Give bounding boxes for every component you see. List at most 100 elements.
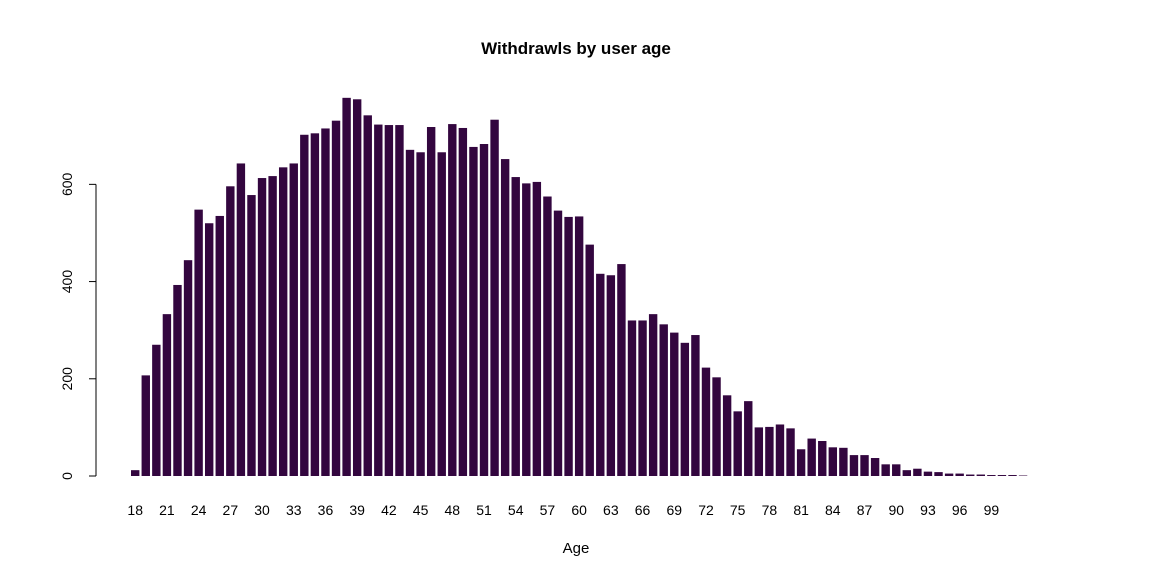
x-tick-label-81: 81 [793, 502, 809, 518]
bar-age-77 [754, 427, 764, 476]
bar-age-93 [923, 471, 933, 476]
bar-age-49 [458, 127, 468, 476]
bar-age-84 [828, 447, 838, 476]
bar-age-73 [712, 377, 721, 476]
bar-age-29 [247, 195, 256, 477]
x-tick-label-21: 21 [159, 502, 175, 518]
y-tick-label-600: 600 [59, 172, 75, 196]
x-tick-label-24: 24 [191, 502, 207, 518]
bar-age-90 [892, 464, 901, 476]
x-tick-label-78: 78 [762, 502, 778, 518]
bar-age-64 [617, 264, 626, 476]
x-tick-label-72: 72 [698, 502, 714, 518]
x-tick-label-84: 84 [825, 502, 841, 518]
bar-age-18 [131, 470, 140, 476]
bar-age-54 [511, 177, 520, 476]
bar-age-67 [648, 314, 658, 476]
bar-age-27 [226, 186, 235, 477]
bar-age-52 [490, 119, 499, 477]
bar-age-97 [966, 474, 975, 476]
bar-age-31 [268, 176, 277, 476]
bar-age-48 [448, 124, 457, 476]
bar-age-75 [733, 411, 742, 476]
bar-age-61 [585, 244, 594, 476]
bar-age-26 [215, 215, 224, 476]
x-tick-label-93: 93 [920, 502, 936, 518]
x-tick-label-96: 96 [952, 502, 968, 518]
bar-age-55 [522, 183, 531, 476]
bar-age-63 [606, 275, 616, 476]
y-tick-label-400: 400 [59, 270, 75, 294]
bar-age-44 [405, 149, 415, 476]
x-tick-label-51: 51 [476, 502, 492, 518]
chart-title: Withdrawls by user age [481, 39, 671, 58]
bar-age-69 [670, 332, 679, 476]
bar-age-83 [818, 441, 827, 476]
y-axis: 0 200 400 600 [59, 172, 97, 480]
x-tick-label-75: 75 [730, 502, 746, 518]
x-tick-label-57: 57 [540, 502, 556, 518]
bar-age-25 [204, 223, 214, 476]
x-axis-tick-labels: 18 21 24 27 30 33 36 39 42 45 48 51 54 57 60 63 66 69 72 75… [127, 502, 999, 518]
bar-age-43 [395, 125, 404, 477]
x-tick-label-90: 90 [888, 502, 904, 518]
bar-age-20 [152, 344, 161, 476]
x-tick-label-66: 66 [635, 502, 651, 518]
bar-age-60 [574, 216, 584, 476]
bar-age-92 [913, 468, 922, 476]
bar-age-79 [775, 424, 785, 476]
bar-age-59 [564, 216, 573, 477]
bar-age-51 [479, 144, 489, 476]
bar-age-72 [701, 367, 711, 476]
bar-age-34 [300, 134, 309, 476]
y-tick-label-0: 0 [59, 472, 75, 480]
bar-age-76 [744, 401, 753, 476]
x-tick-label-18: 18 [127, 502, 143, 518]
x-tick-label-39: 39 [349, 502, 365, 518]
x-tick-label-63: 63 [603, 502, 619, 518]
bar-age-68 [659, 324, 668, 476]
bar-age-94 [934, 472, 943, 476]
x-tick-label-30: 30 [254, 502, 270, 518]
bar-age-39 [352, 99, 362, 476]
x-tick-label-45: 45 [413, 502, 429, 518]
bar-age-58 [553, 210, 563, 476]
bar-age-74 [722, 395, 732, 476]
bar-age-98 [976, 474, 985, 476]
bar-age-87 [860, 455, 869, 476]
bar-age-42 [384, 125, 394, 477]
bar-age-22 [173, 284, 182, 476]
bar-age-28 [236, 163, 246, 476]
bar-age-65 [627, 320, 637, 476]
x-tick-label-42: 42 [381, 502, 397, 518]
bar-age-99 [987, 475, 996, 476]
x-tick-label-48: 48 [445, 502, 461, 518]
bar-age-70 [680, 342, 690, 476]
bar-age-91 [902, 470, 912, 476]
bar-age-82 [807, 438, 816, 476]
y-tick-label-200: 200 [59, 367, 75, 391]
bar-age-40 [363, 115, 372, 476]
x-tick-label-33: 33 [286, 502, 302, 518]
bar-age-86 [849, 455, 859, 476]
bar-age-37 [331, 120, 341, 477]
bar-age-95 [944, 473, 954, 476]
x-tick-label-87: 87 [857, 502, 873, 518]
bar-age-56 [532, 181, 542, 477]
bar-age-96 [955, 473, 964, 476]
bar-age-30 [257, 178, 267, 477]
bar-age-85 [839, 447, 848, 476]
bar-age-50 [469, 146, 478, 476]
bar-age-45 [416, 152, 425, 476]
bar-age-35 [310, 133, 320, 476]
bar-age-53 [500, 159, 510, 476]
bar-age-46 [426, 127, 436, 476]
bar-age-33 [289, 163, 298, 476]
bar-age-71 [691, 335, 700, 476]
x-axis-label: Age [563, 540, 590, 557]
bar-age-38 [342, 97, 351, 476]
bar-age-81 [796, 449, 806, 476]
bar-age-80 [786, 428, 795, 476]
bar-age-41 [374, 124, 383, 476]
